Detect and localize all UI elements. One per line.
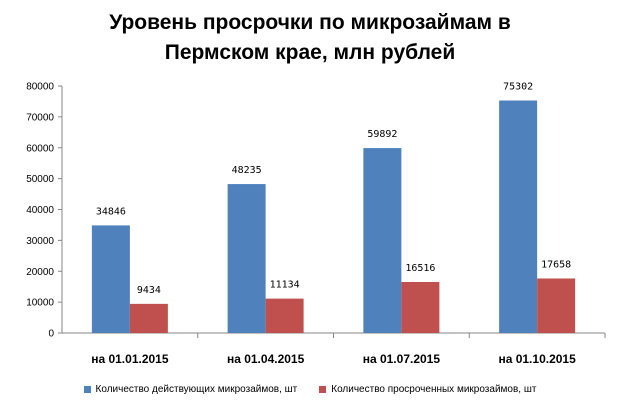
chart-title: Уровень просрочки по микрозаймам в Пермс… — [0, 8, 620, 68]
bar-active-loans — [499, 100, 538, 334]
data-label: 34846 — [96, 206, 126, 217]
y-tick-label: 0 — [48, 329, 54, 340]
y-tick-label: 40000 — [26, 205, 54, 216]
bar-overdue-loans — [265, 298, 304, 333]
bar-active-loans — [91, 225, 130, 333]
data-label: 17658 — [541, 259, 571, 270]
legend-swatch-blue — [83, 386, 91, 393]
y-tick-label: 10000 — [26, 298, 54, 309]
y-tick-label: 60000 — [26, 143, 54, 154]
x-category-label: на 01.10.2015 — [498, 352, 576, 366]
data-label: 11134 — [270, 280, 300, 291]
x-category-label: на 01.07.2015 — [363, 352, 441, 366]
x-category-label: на 01.01.2015 — [91, 352, 169, 366]
bar-chart: 0 10000 20000 30000 40000 50000 60000 70000 8000… — [26, 82, 606, 366]
bar-overdue-loans — [401, 282, 440, 333]
data-label: 48235 — [232, 165, 262, 176]
chart-title-line-2: Пермском крае, млн рублей — [164, 41, 456, 64]
y-tick-label: 70000 — [26, 112, 54, 123]
y-tick-label: 30000 — [26, 236, 54, 247]
y-tick-label: 20000 — [26, 267, 54, 278]
chart-legend: Количество действующих микрозаймов, шт К… — [0, 384, 620, 395]
data-label: 16516 — [405, 263, 435, 274]
y-tick-label: 80000 — [26, 82, 54, 93]
legend-item-active-loans: Количество действующих микрозаймов, шт — [83, 384, 298, 395]
legend-label-active-loans: Количество действующих микрозаймов, шт — [95, 384, 298, 395]
legend-label-overdue-loans: Количество просроченных микрозаймов, шт — [331, 384, 537, 395]
y-tick-label: 50000 — [26, 174, 54, 185]
chart-title-line-1: Уровень просрочки по микрозаймам в — [109, 11, 511, 34]
bar-active-loans — [227, 184, 266, 333]
data-label: 59892 — [367, 129, 397, 140]
bar-overdue-loans — [129, 303, 168, 333]
legend-item-overdue-loans: Количество просроченных микрозаймов, шт — [319, 384, 536, 395]
bar-overdue-loans — [537, 278, 576, 333]
data-label: 9434 — [137, 285, 161, 296]
bar-active-loans — [363, 148, 402, 333]
x-category-label: на 01.04.2015 — [227, 352, 305, 366]
legend-swatch-red — [319, 386, 327, 393]
data-label: 75302 — [503, 82, 533, 93]
